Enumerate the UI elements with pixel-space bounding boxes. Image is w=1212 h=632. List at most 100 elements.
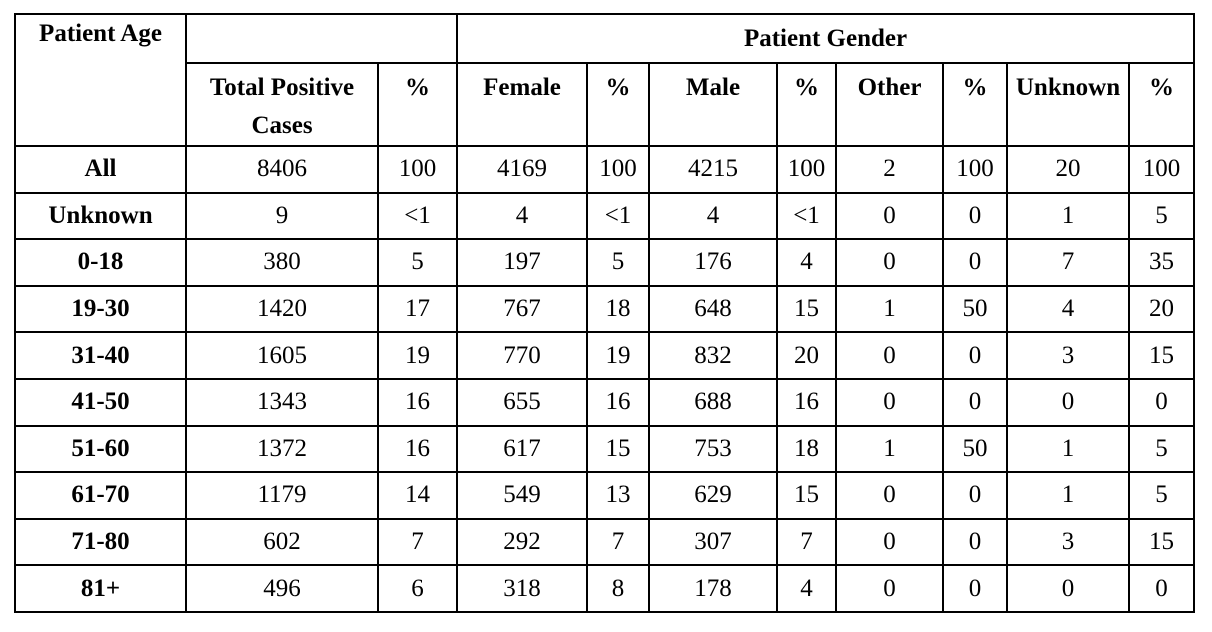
table-cell: <1 [377, 191, 458, 241]
table-cell: 16 [776, 377, 837, 427]
row-label: 31-40 [14, 331, 187, 380]
row-label: 19-30 [14, 284, 187, 334]
table-cell: 5 [377, 238, 458, 287]
table-row-0-18: 0-18 380 5 197 5 176 4 0 0 7 35 [14, 238, 1196, 287]
table-cell: 0 [835, 331, 944, 380]
table-cell: 1 [835, 284, 944, 334]
table-cell: 15 [776, 284, 837, 334]
table-cell: 1372 [185, 424, 379, 474]
table-cell: 7 [377, 517, 458, 567]
table-cell: 176 [648, 238, 778, 287]
table-cell: 655 [456, 377, 588, 427]
table-cell: 4 [456, 191, 588, 241]
table-cell: 602 [185, 517, 379, 567]
table-cell: 1179 [185, 471, 379, 520]
table-cell: 3 [1006, 331, 1130, 380]
table-cell: 0 [835, 517, 944, 567]
table-cell: <1 [586, 191, 650, 241]
table-cell: 15 [776, 471, 837, 520]
table-row-31-40: 31-40 1605 19 770 19 832 20 0 0 3 15 [14, 331, 1196, 380]
table-cell: 688 [648, 377, 778, 427]
table-cell: 3 [1006, 517, 1130, 567]
table-cell: 7 [1006, 238, 1130, 287]
table-cell: 770 [456, 331, 588, 380]
table-cell: 197 [456, 238, 588, 287]
row-label: 81+ [14, 564, 187, 613]
table-cell: 4 [776, 238, 837, 287]
table-cell: 1420 [185, 284, 379, 334]
table-cell: 17 [377, 284, 458, 334]
patient-table-container: Patient Age Patient Gender Total Positiv… [14, 13, 1196, 613]
header-columns-row: Total Positive Cases % Female % Male % O… [15, 62, 1196, 147]
table-cell: 4215 [648, 145, 778, 194]
table-cell: 380 [185, 238, 379, 287]
table-cell: 18 [586, 284, 650, 334]
table-cell: 16 [377, 424, 458, 474]
header-group-row: Patient Age Patient Gender [14, 13, 1196, 147]
table-cell: 100 [942, 145, 1008, 194]
table-cell: 1 [1006, 471, 1130, 520]
table-cell: 1 [1006, 191, 1130, 241]
table-cell: 1605 [185, 331, 379, 380]
table-row-51-60: 51-60 1372 16 617 15 753 18 1 50 1 5 [14, 424, 1196, 474]
header-unknown: Unknown [1006, 62, 1130, 147]
table-cell: 5 [1127, 191, 1196, 241]
table-cell: 100 [586, 145, 650, 194]
table-cell: 753 [648, 424, 778, 474]
header-female-percent: % [586, 62, 650, 147]
row-label: 41-50 [14, 377, 187, 427]
row-label: 71-80 [14, 517, 187, 567]
table-cell: 5 [1127, 471, 1196, 520]
table-cell: 20 [1006, 145, 1130, 194]
table-cell: 16 [586, 377, 650, 427]
table-cell: 15 [586, 424, 650, 474]
table-cell: 0 [1006, 377, 1130, 427]
table-cell: 15 [1127, 517, 1196, 567]
table-cell: 0 [942, 331, 1008, 380]
table-cell: 496 [185, 564, 379, 613]
table-cell: 7 [586, 517, 650, 567]
table-cell: 35 [1127, 238, 1196, 287]
table-cell: 0 [942, 377, 1008, 427]
patient-age-gender-table: Patient Age Patient Gender Total Positiv… [14, 13, 1196, 613]
table-cell: 292 [456, 517, 588, 567]
header-other-percent: % [942, 62, 1008, 147]
table-cell: 16 [377, 377, 458, 427]
header-total-percent: % [377, 62, 458, 147]
table-cell: 4169 [456, 145, 588, 194]
table-cell: <1 [776, 191, 837, 241]
header-male: Male [648, 62, 778, 147]
table-cell: 178 [648, 564, 778, 613]
row-label: 0-18 [14, 238, 187, 287]
table-cell: 20 [1127, 284, 1196, 334]
table-cell: 1 [1006, 424, 1130, 474]
table-cell: 14 [377, 471, 458, 520]
header-empty-cell [185, 13, 458, 64]
table-row-61-70: 61-70 1179 14 549 13 629 15 0 0 1 5 [14, 471, 1196, 520]
table-cell: 0 [835, 564, 944, 613]
table-cell: 0 [835, 191, 944, 241]
table-cell: 19 [377, 331, 458, 380]
table-cell: 6 [377, 564, 458, 613]
table-cell: 0 [942, 238, 1008, 287]
table-cell: 8406 [185, 145, 379, 194]
table-cell: 4 [776, 564, 837, 613]
table-cell: 2 [835, 145, 944, 194]
table-cell: 832 [648, 331, 778, 380]
table-cell: 767 [456, 284, 588, 334]
table-cell: 100 [776, 145, 837, 194]
table-row-unknown: Unknown 9 <1 4 <1 4 <1 0 0 1 5 [14, 191, 1196, 241]
header-male-percent: % [776, 62, 837, 147]
header-unknown-percent: % [1127, 62, 1196, 147]
table-cell: 20 [776, 331, 837, 380]
table-cell: 0 [1127, 377, 1196, 427]
header-patient-age: Patient Age [14, 13, 187, 147]
header-total-positive-cases-label: Total Positive Cases [209, 74, 355, 139]
table-cell: 0 [1127, 564, 1196, 613]
table-cell: 100 [1127, 145, 1196, 194]
table-cell: 13 [586, 471, 650, 520]
table-cell: 629 [648, 471, 778, 520]
table-row-all: All 8406 100 4169 100 4215 100 2 100 20 … [14, 145, 1196, 194]
table-cell: 307 [648, 517, 778, 567]
table-cell: 0 [835, 238, 944, 287]
